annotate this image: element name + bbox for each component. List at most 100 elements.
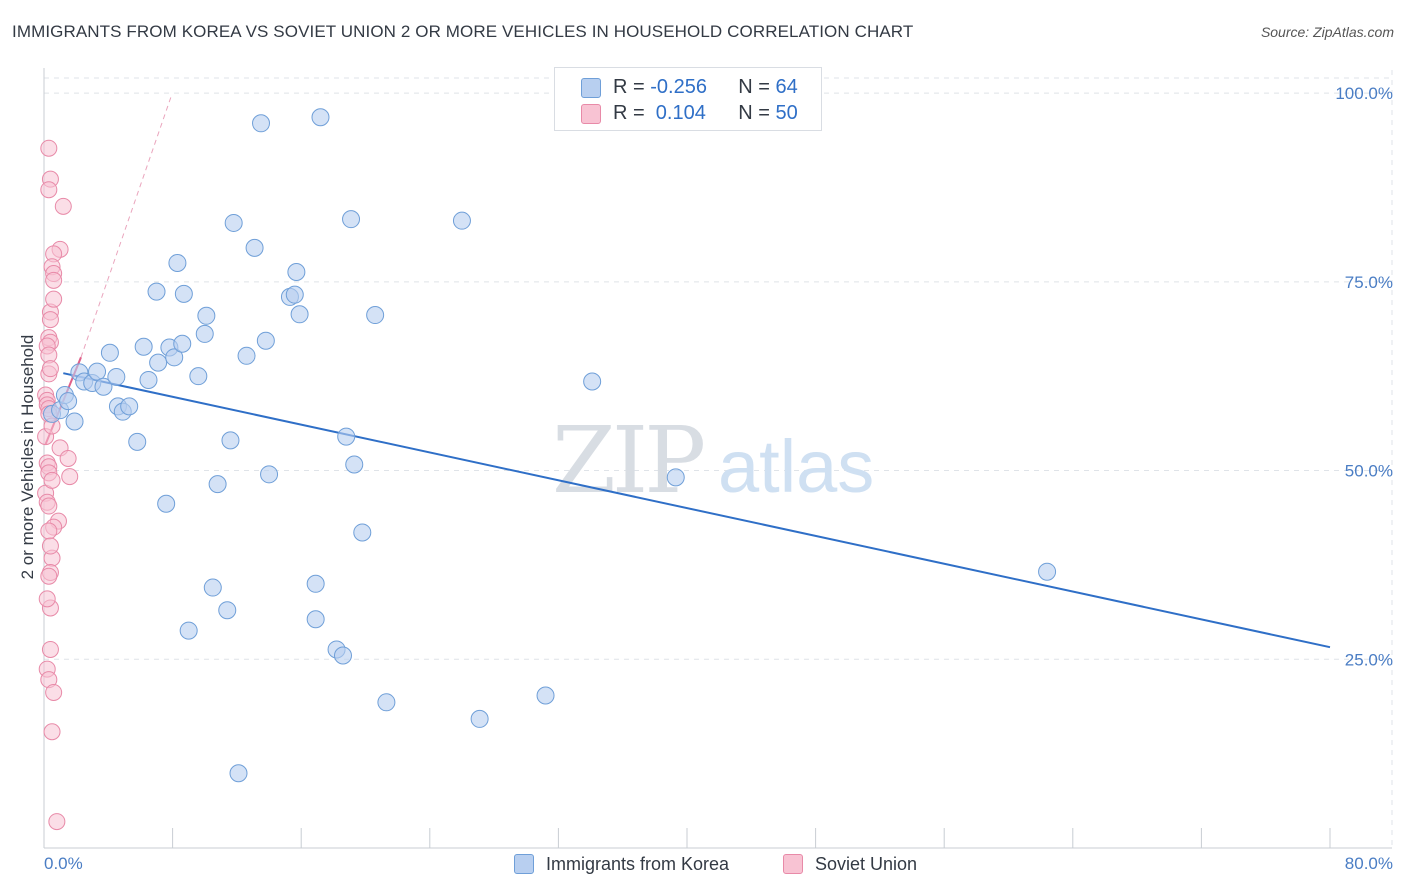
korea-point: [260, 465, 279, 484]
korea-point: [1038, 562, 1057, 581]
korea-point: [252, 114, 271, 133]
legend-n-label: N =: [738, 101, 776, 124]
korea-point: [100, 343, 119, 362]
korea-point: [306, 610, 325, 629]
korea-point: [290, 305, 309, 324]
soviet-point: [41, 311, 59, 329]
korea-point: [345, 455, 364, 474]
soviet-point: [43, 723, 61, 741]
korea-point: [224, 213, 243, 232]
soviet-point: [38, 590, 56, 608]
soviet-point: [45, 290, 63, 308]
legend-r-label: R =: [613, 75, 651, 98]
korea-point: [174, 284, 193, 303]
soviet-point: [61, 468, 79, 486]
korea-point: [168, 253, 187, 272]
soviet-point: [41, 640, 59, 658]
soviet-point: [48, 813, 66, 831]
y-tick-label: 75.0%: [1345, 273, 1393, 292]
korea-point: [134, 337, 153, 356]
korea-point: [88, 362, 107, 381]
korea-trend-line: [63, 372, 1331, 649]
korea-points: [43, 108, 1057, 783]
legend-swatch-korea: [581, 78, 601, 98]
legend-r-value: 0.104: [650, 101, 706, 124]
korea-point: [221, 431, 240, 450]
chart-title: IMMIGRANTS FROM KOREA VS SOVIET UNION 2 …: [12, 22, 914, 41]
legend-row-korea: R = -0.256 N = 64: [581, 75, 798, 99]
watermark: ZIP atlas: [552, 407, 874, 514]
korea-point: [377, 693, 396, 712]
bottom-legend-label-soviet: Soviet Union: [815, 853, 918, 874]
korea-point: [366, 306, 385, 325]
source-label: Source: ZipAtlas.com: [1260, 24, 1394, 40]
korea-point: [311, 108, 330, 127]
korea-point: [229, 764, 248, 783]
soviet-point: [40, 567, 58, 585]
korea-point: [173, 334, 192, 353]
korea-point: [59, 392, 78, 411]
korea-point: [139, 370, 158, 389]
soviet-point: [40, 497, 58, 515]
bottom-legend-soviet: Soviet Union: [783, 852, 917, 876]
korea-point: [128, 432, 147, 451]
tick-labels: 25.0% 50.0% 75.0% 100.0% 0.0% 80.0%: [44, 84, 1393, 873]
korea-point: [195, 324, 214, 343]
soviet-point: [41, 537, 59, 555]
soviet-point: [41, 360, 59, 378]
korea-point: [245, 238, 264, 257]
korea-point: [452, 211, 471, 230]
korea-point: [197, 306, 216, 325]
legend-n-label: N =: [738, 75, 776, 98]
korea-point: [342, 210, 361, 229]
bottom-legend-label-korea: Immigrants from Korea: [546, 853, 730, 874]
soviet-point: [54, 197, 72, 215]
y-axis-label: 2 or more Vehicles in Household: [18, 335, 37, 580]
soviet-point: [45, 683, 63, 701]
legend-n-value: 50: [775, 101, 798, 124]
soviet-point: [40, 139, 58, 157]
soviet-points: [37, 139, 79, 831]
korea-point: [353, 523, 372, 542]
korea-point: [470, 709, 489, 728]
y-tick-label: 50.0%: [1345, 462, 1393, 481]
soviet-point: [40, 522, 58, 540]
korea-point: [189, 367, 208, 386]
korea-point: [218, 601, 237, 620]
korea-point: [165, 348, 184, 367]
korea-point: [333, 646, 352, 665]
korea-point: [157, 494, 176, 513]
trend-lines: [44, 96, 1331, 649]
soviet-point: [45, 271, 63, 289]
korea-point: [147, 282, 166, 301]
korea-point: [536, 686, 555, 705]
korea-point: [237, 346, 256, 365]
legend-row-soviet: R = 0.104 N = 50: [581, 101, 798, 125]
korea-point: [285, 285, 304, 304]
korea-point: [337, 427, 356, 446]
soviet-trend-extension: [80, 96, 172, 358]
legend-r-value: -0.256: [650, 75, 707, 98]
korea-point: [65, 412, 84, 431]
bottom-legend-swatch-soviet: [783, 854, 803, 874]
korea-point: [120, 397, 139, 416]
korea-point: [287, 263, 306, 282]
y-tick-label: 25.0%: [1345, 650, 1393, 669]
bottom-legend-swatch-korea: [514, 854, 534, 874]
x-tick-label: 0.0%: [44, 854, 83, 873]
korea-point: [107, 367, 126, 386]
soviet-point: [59, 449, 77, 467]
y-tick-label: 100.0%: [1335, 84, 1393, 103]
soviet-point: [43, 471, 61, 489]
bottom-legend-korea: Immigrants from Korea: [514, 852, 729, 876]
korea-point: [306, 574, 325, 593]
legend-r-label: R =: [613, 101, 651, 124]
korea-point: [208, 475, 227, 494]
soviet-point: [40, 181, 58, 199]
korea-point: [666, 468, 685, 487]
legend-swatch-soviet: [581, 104, 601, 124]
legend-n-value: 64: [775, 75, 798, 98]
watermark-zip: ZIP: [552, 407, 703, 514]
korea-point: [94, 377, 113, 396]
